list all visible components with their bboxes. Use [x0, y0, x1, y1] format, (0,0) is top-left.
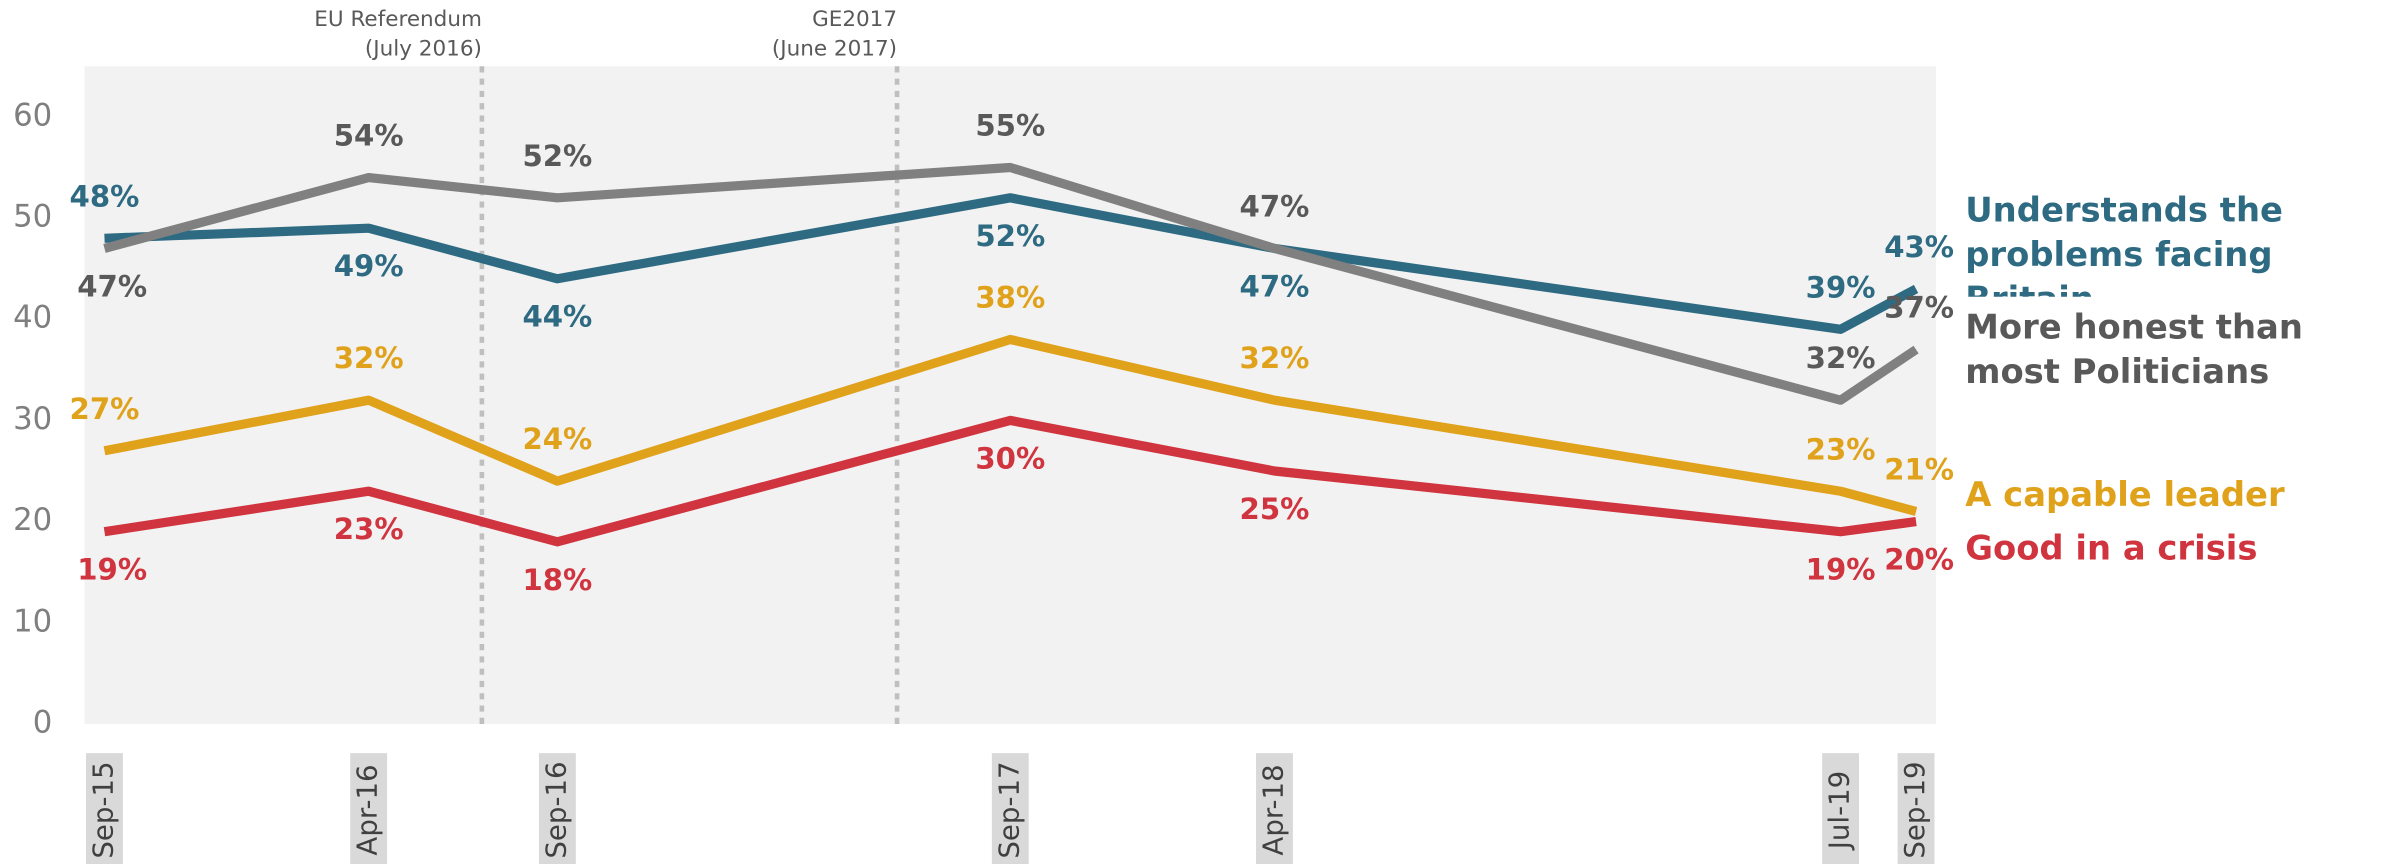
- y-tick-label: 0: [33, 704, 53, 740]
- x-tick-label: Sep-16: [539, 761, 572, 858]
- data-label: 18%: [522, 563, 592, 597]
- data-label: 27%: [70, 392, 140, 426]
- line: [103, 415, 1917, 547]
- data-label: 48%: [70, 179, 140, 213]
- x-tick-bg: [538, 753, 576, 864]
- y-tick-label: 60: [13, 97, 52, 133]
- data-label: 47%: [1240, 189, 1310, 223]
- data-label: 32%: [1806, 341, 1876, 375]
- x-tick-label: Jul-19: [1823, 771, 1856, 852]
- legend-label: More honest than most Politicians: [1965, 309, 2303, 393]
- data-label: 43%: [1884, 230, 1954, 264]
- data-label: 44%: [522, 300, 592, 334]
- y-tick-label: 10: [13, 603, 52, 639]
- line: [104, 193, 1919, 334]
- y-tick-label: 20: [13, 502, 52, 538]
- x-tick-bg: [1256, 753, 1293, 864]
- line: [103, 334, 1918, 516]
- data-label: 21%: [1884, 453, 1954, 487]
- y-tick-label: 30: [13, 401, 52, 437]
- data-label: 52%: [975, 219, 1045, 253]
- data-label: 32%: [334, 341, 404, 375]
- data-label: 54%: [334, 119, 404, 153]
- legend-box: More honest than most Politicians: [1965, 309, 2303, 393]
- legend-box: Understands the problems facing Britain: [1965, 192, 2283, 296]
- data-label: 24%: [522, 422, 592, 456]
- x-tick-bg: [86, 753, 123, 864]
- data-label: 52%: [522, 139, 592, 173]
- x-tick-label: Apr-18: [1256, 764, 1289, 855]
- legend-label: A capable leader: [1965, 476, 2285, 515]
- data-label: 30%: [975, 441, 1045, 475]
- x-tick-bg: [350, 753, 388, 864]
- data-label: 39%: [1806, 270, 1876, 304]
- y-tick-label: 50: [13, 199, 52, 235]
- data-label: 47%: [77, 269, 147, 303]
- legend-label: Understands the problems facing Britain: [1965, 192, 2283, 296]
- annotation: (July 2016): [365, 36, 482, 61]
- data-label: 55%: [975, 109, 1045, 143]
- x-tick-label: Sep-19: [1898, 761, 1931, 858]
- x-tick-bg: [991, 753, 1029, 864]
- annotation: GE2017: [812, 7, 897, 32]
- data-label: 19%: [77, 553, 147, 587]
- data-label: 19%: [1806, 553, 1876, 587]
- data-label: 20%: [1884, 543, 1954, 577]
- x-tick-label: Sep-17: [992, 761, 1025, 858]
- data-label: 32%: [1240, 341, 1310, 375]
- legend-box: Good in a crisis: [1965, 530, 2258, 569]
- legend-label: Good in a crisis: [1965, 530, 2258, 569]
- annotation: EU Referendum: [314, 7, 482, 32]
- annotation: (June 2017): [772, 36, 897, 61]
- data-label: 38%: [975, 281, 1045, 315]
- x-tick-bg: [1822, 753, 1860, 864]
- legend-box: A capable leader: [1965, 476, 2285, 515]
- y-tick-label: 40: [13, 300, 52, 336]
- x-tick-bg: [1897, 753, 1935, 864]
- x-tick-label: Apr-16: [351, 764, 384, 855]
- data-label: 23%: [1806, 432, 1876, 466]
- x-tick-label: Sep-15: [86, 761, 119, 858]
- data-label: 49%: [334, 249, 404, 283]
- data-label: 23%: [334, 512, 404, 546]
- data-label: 37%: [1884, 291, 1954, 325]
- data-label: 47%: [1240, 269, 1310, 303]
- data-label: 25%: [1240, 492, 1310, 526]
- line: [103, 162, 1919, 405]
